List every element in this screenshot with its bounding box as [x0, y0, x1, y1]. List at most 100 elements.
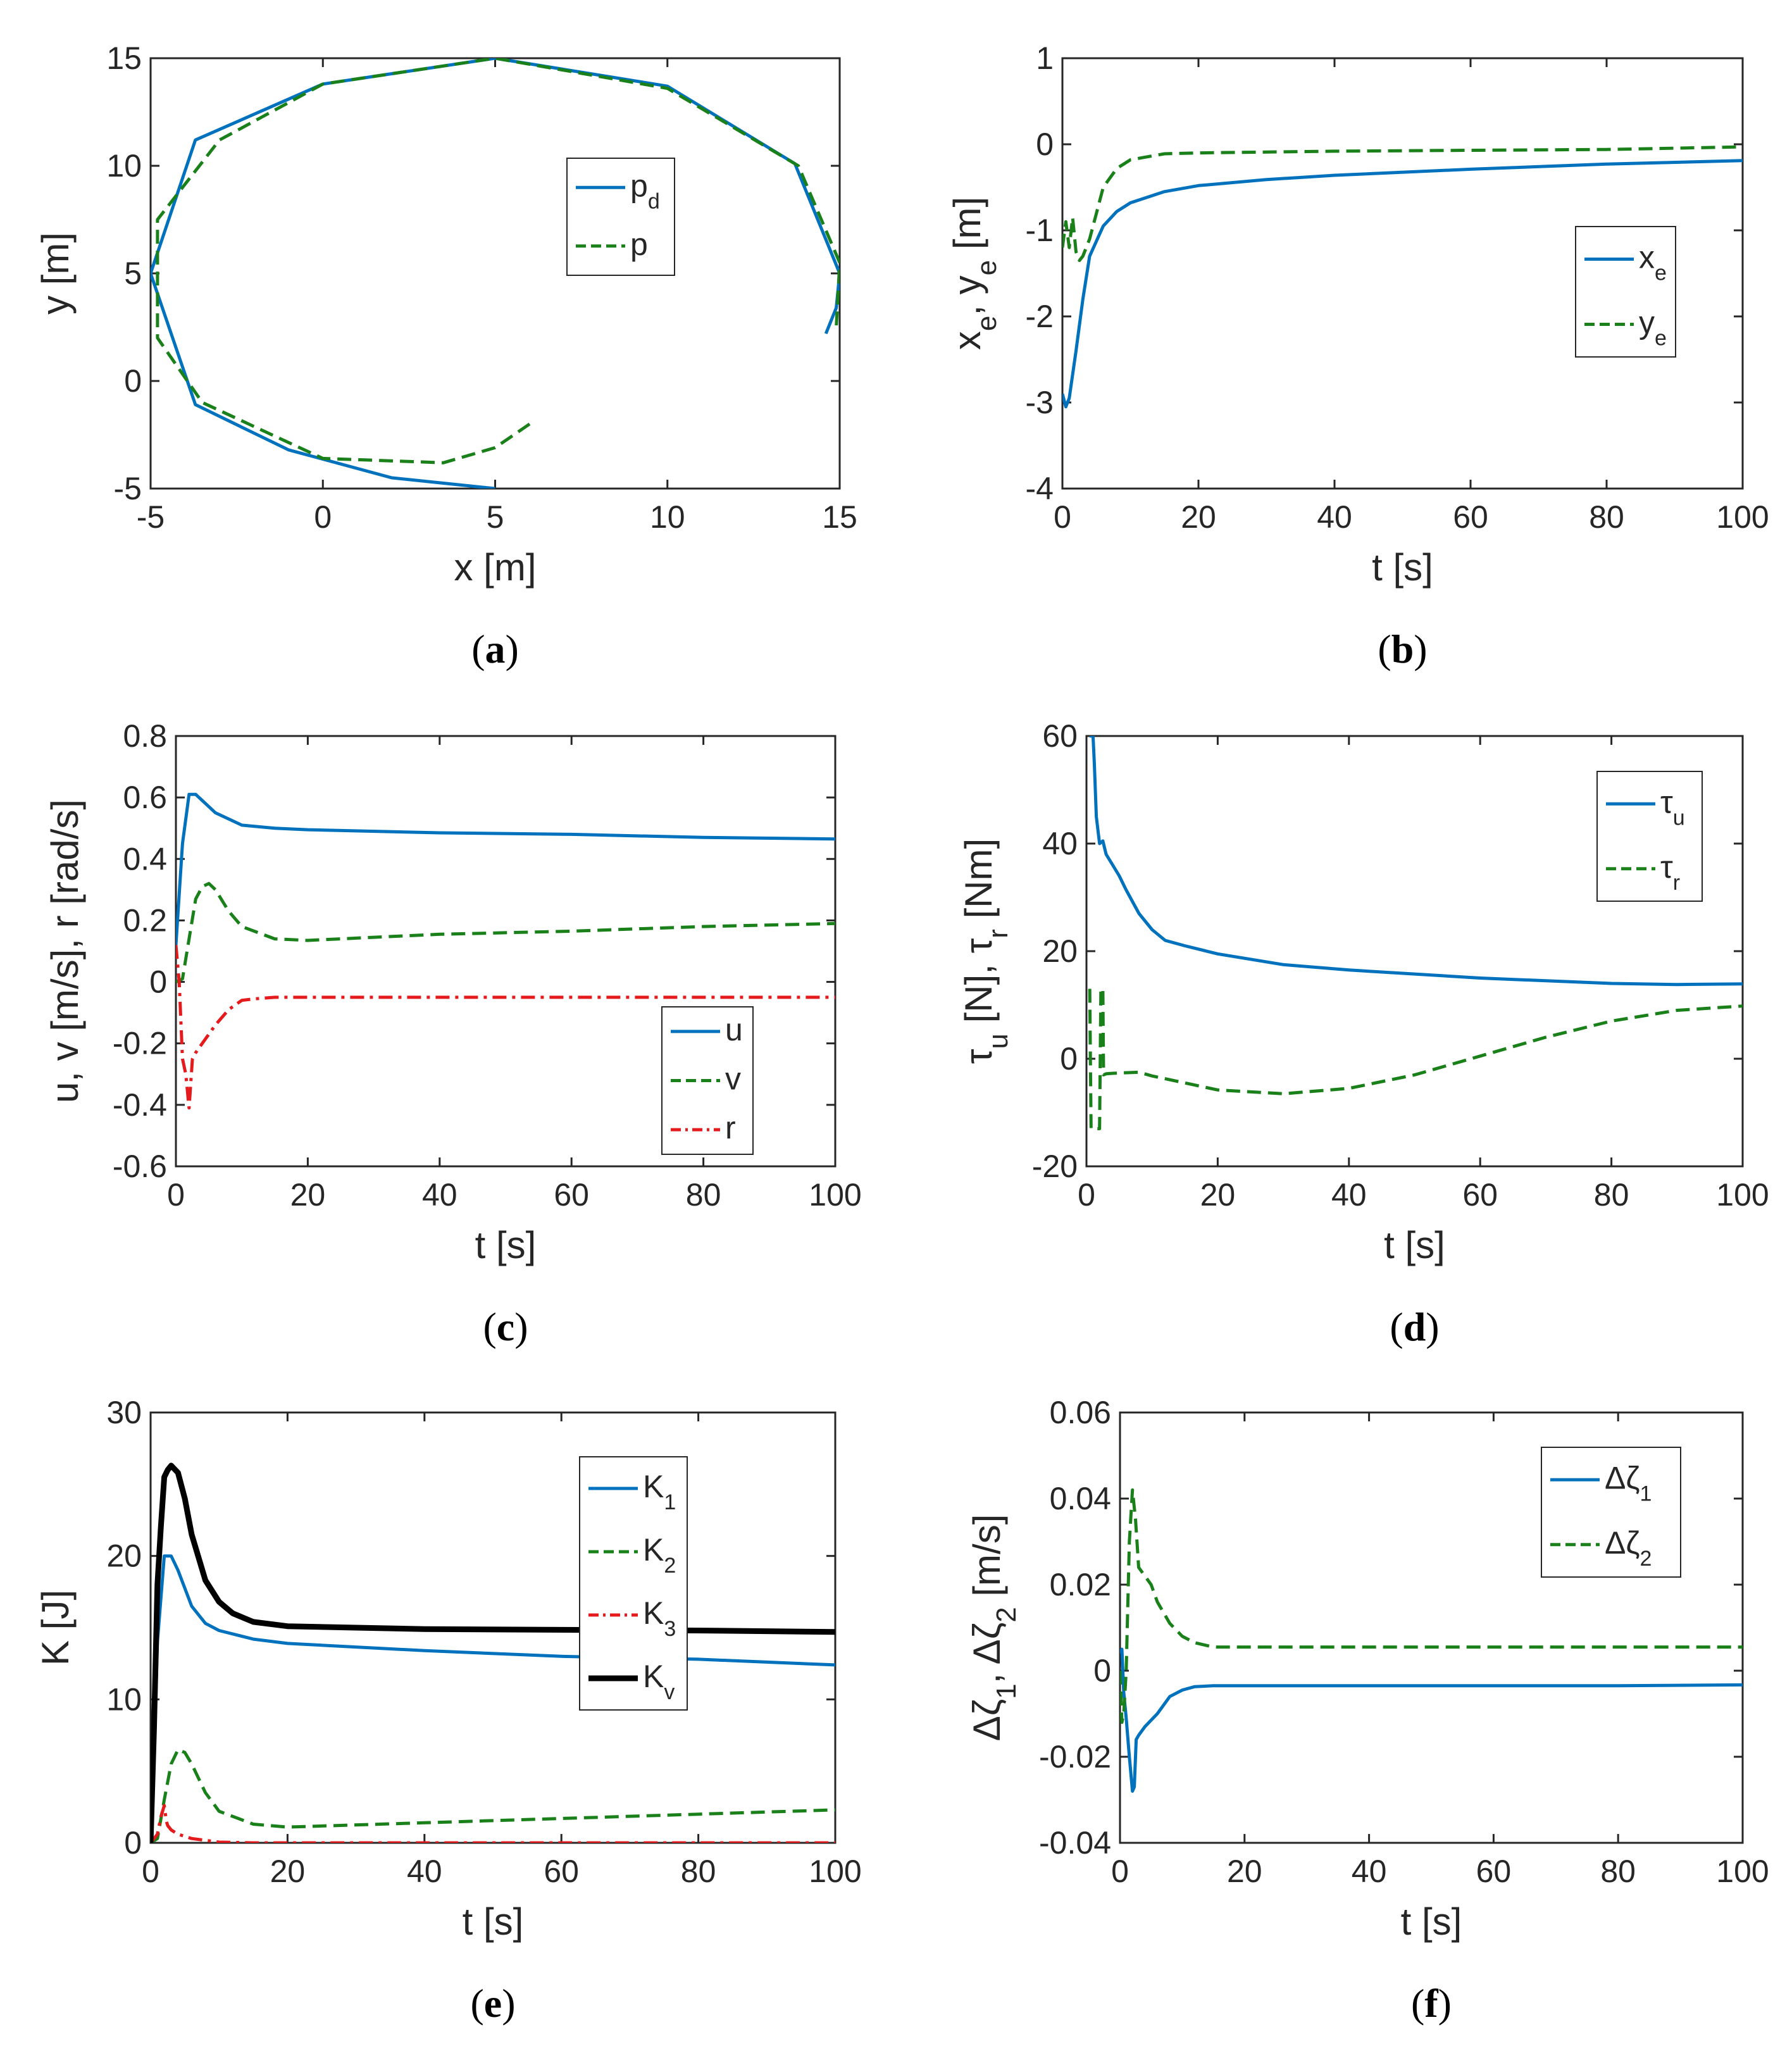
y-tick-label: -0.2: [113, 1026, 167, 1061]
y-tick-label: -1: [1026, 213, 1054, 248]
legend: xe ye: [1575, 226, 1676, 358]
series-line-K1-0: [151, 1554, 835, 1843]
axes-box: [1061, 57, 1744, 490]
x-tick-label: 20: [1181, 499, 1216, 535]
legend-label: ye: [1639, 305, 1667, 351]
y-tick-label: 1: [1036, 41, 1054, 76]
series-line-1-0: [1120, 1647, 1743, 1793]
x-tick-label: 0: [314, 499, 332, 535]
y-tick-label: 0.4: [123, 841, 167, 876]
y-axis-label: Δζ1, Δζ2 [m/s]: [966, 1514, 1022, 1742]
y-tick-label: 0.02: [1050, 1567, 1111, 1602]
x-tick-label: 80: [686, 1177, 721, 1213]
chart-f: 0 20 40 60 80 100 -0.04 -0.02 0 0.02 0.04 0.06 t [s]…: [966, 1395, 1769, 2026]
x-axis-label: t [s]: [1384, 1224, 1445, 1266]
legend-label: r: [725, 1110, 736, 1145]
y-tick-label: -0.6: [113, 1149, 167, 1184]
x-tick-label: 60: [1462, 1177, 1498, 1213]
x-tick-label: 60: [1476, 1854, 1512, 1889]
x-tick-label: 0: [142, 1854, 159, 1889]
y-tick-label: 0.04: [1050, 1481, 1111, 1516]
legend-label: xe: [1639, 240, 1667, 285]
x-tick-label: 80: [1589, 499, 1624, 535]
series-line-r-2: [176, 945, 835, 1110]
legend-label: p: [630, 227, 648, 262]
y-tick-label: -0.04: [1039, 1825, 1111, 1861]
y-tick-label: -5: [114, 471, 142, 506]
legend-label: Δζ1: [1605, 1460, 1652, 1506]
x-tick-label: 60: [554, 1177, 589, 1213]
x-axis-label: t [s]: [475, 1224, 537, 1266]
x-tick-label: 80: [1594, 1177, 1629, 1213]
x-tick-label: -5: [137, 499, 165, 535]
x-tick-label: 20: [270, 1854, 306, 1889]
legend-label: τu: [1660, 784, 1685, 830]
legend-label: K1: [643, 1469, 676, 1514]
legend-box: [1575, 226, 1676, 358]
y-tick-label: 0.6: [123, 780, 167, 815]
x-tick-label: 0: [1111, 1854, 1129, 1889]
y-axis-label: u, v [m/s], r [rad/s]: [44, 799, 86, 1103]
subfigure-caption: (c): [483, 1304, 528, 1349]
y-tick-label: -0.02: [1039, 1739, 1111, 1774]
y-tick-label: 5: [124, 256, 142, 291]
y-tick-label: 0: [1060, 1041, 1078, 1076]
x-axis-label: t [s]: [1372, 546, 1433, 589]
x-tick-label: 10: [650, 499, 685, 535]
subfigure-caption: (e): [470, 1981, 515, 2026]
y-tick-label: 0: [124, 363, 142, 399]
y-tick-label: 40: [1042, 826, 1078, 861]
series-line-ye-1: [1062, 145, 1743, 263]
x-tick-label: 100: [1716, 499, 1769, 535]
y-tick-label: 0.8: [123, 718, 167, 754]
y-tick-label: 20: [1042, 933, 1078, 969]
legend-box: [579, 1456, 688, 1711]
legend-label: K3: [643, 1595, 676, 1641]
x-axis-label: t [s]: [1401, 1900, 1462, 1943]
y-axis-label: xe, ye [m]: [946, 197, 1002, 350]
legend-label: Kv: [643, 1659, 675, 1704]
x-tick-label: 60: [1453, 499, 1488, 535]
legend: K1 K2 K3 Kv: [579, 1456, 688, 1711]
legend-box: [1596, 771, 1703, 902]
x-tick-label: 5: [487, 499, 504, 535]
x-tick-label: 20: [1200, 1177, 1236, 1213]
y-tick-label: 30: [106, 1395, 142, 1430]
subfigure-caption: (a): [471, 627, 519, 671]
x-tick-label: 60: [544, 1854, 579, 1889]
x-axis-label: x [m]: [454, 546, 537, 589]
series-line-xe-0: [1062, 159, 1743, 409]
y-axis-label: K [J]: [34, 1590, 77, 1666]
legend-label: v: [725, 1061, 741, 1097]
y-tick-label: 0: [1093, 1653, 1111, 1688]
series-line-Kv-3: [151, 1462, 835, 1843]
series-line-u-0: [176, 792, 835, 945]
legend-label: Δζ2: [1605, 1525, 1652, 1571]
y-tick-label: -2: [1026, 299, 1054, 334]
subfigure-caption: (f): [1411, 1981, 1452, 2026]
series-line-u-0: [1090, 736, 1743, 987]
series-line-K2-1: [151, 1748, 835, 1843]
y-tick-label: -3: [1026, 385, 1054, 420]
chart-e: 0 20 40 60 80 100 0 10 20 30 t [s] K [J] (e) K1 K2 K3 Kv: [34, 1395, 862, 2026]
series-line-v-1: [176, 882, 835, 983]
x-tick-label: 40: [407, 1854, 442, 1889]
series-line-K3-2: [151, 1804, 835, 1843]
axes-box: [149, 57, 841, 490]
y-tick-label: -0.4: [113, 1087, 167, 1123]
x-tick-label: 15: [822, 499, 857, 535]
x-tick-label: 80: [1600, 1854, 1636, 1889]
legend-label: pd: [630, 168, 660, 213]
series-line-p-1: [156, 58, 840, 465]
x-tick-label: 0: [1078, 1177, 1095, 1213]
subfigure-caption: (d): [1390, 1304, 1439, 1349]
legend-box: [566, 158, 675, 276]
x-tick-label: 40: [1352, 1854, 1387, 1889]
chart-c: 0 20 40 60 80 100 -0.6 -0.4 -0.2 0 0.2 0.4 0.6 0.8 t […: [44, 718, 862, 1349]
x-tick-label: 80: [681, 1854, 716, 1889]
x-tick-label: 40: [1331, 1177, 1367, 1213]
y-tick-label: 20: [106, 1538, 142, 1574]
x-axis-label: t [s]: [463, 1900, 524, 1943]
